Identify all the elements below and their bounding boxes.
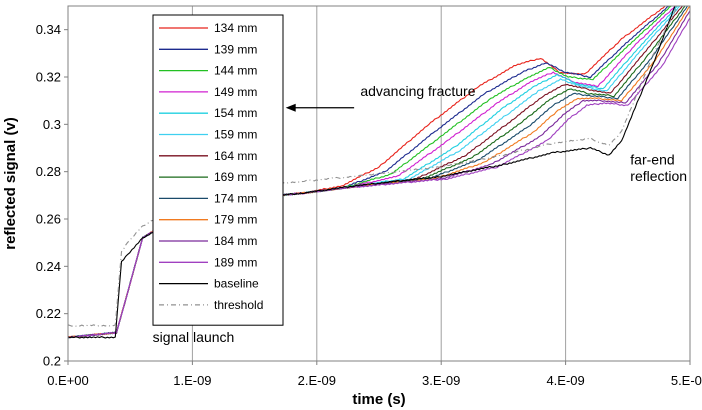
legend-label: 164 mm (214, 149, 257, 163)
y-tick-label: 0.24 (36, 259, 61, 274)
legend-label: 179 mm (214, 213, 257, 227)
plot-area-frame (67, 5, 691, 362)
annotation-label: advancing fracture (360, 83, 475, 99)
y-axis-title: reflected signal (v) (2, 117, 19, 250)
legend-label: 174 mm (214, 191, 257, 205)
y-axis-ticks: 0.2 0.22 0.24 0.26 0.28 0.3 0.32 0.34 (36, 22, 68, 369)
x-tick-label: 4.E-09 (546, 373, 584, 388)
fracture-direction-arrow (285, 103, 355, 112)
annotation-label: signal launch (153, 329, 235, 345)
legend-label: baseline (214, 277, 259, 291)
y-tick-label: 0.34 (36, 22, 61, 37)
legend-label: 159 mm (214, 128, 257, 142)
legend: 134 mm 139 mm 144 mm 149 mm 154 mm 159 mm 164 … (152, 14, 284, 326)
y-tick-label: 0.26 (36, 212, 61, 227)
y-tick-label: 0.28 (36, 164, 61, 179)
y-tick-label: 0.3 (43, 117, 61, 132)
legend-label: 134 mm (214, 21, 257, 35)
x-axis-ticks: 0.E+00 1.E-09 2.E-09 3.E-09 4.E-09 5.E-09 (47, 361, 702, 388)
y-tick-label: 0.22 (36, 306, 61, 321)
legend-label: threshold (214, 298, 263, 312)
legend-label: 139 mm (214, 42, 257, 56)
legend-label: 184 mm (214, 234, 257, 248)
arrow-head (285, 103, 296, 112)
x-tick-label: 2.E-09 (298, 373, 336, 388)
annotation-label: reflection (630, 168, 687, 184)
legend-box (152, 14, 284, 326)
x-tick-label: 3.E-09 (422, 373, 460, 388)
x-tick-label: 5.E-09 (671, 373, 702, 388)
x-tick-label: 0.E+00 (47, 373, 89, 388)
legend-label: 144 mm (214, 64, 257, 78)
annotation-label: far-end (630, 152, 674, 168)
legend-label: 154 mm (214, 106, 257, 120)
x-axis-title: time (s) (352, 391, 405, 408)
series-line (67, 5, 679, 327)
y-tick-label: 0.32 (36, 70, 61, 85)
y-tick-label: 0.2 (43, 354, 61, 369)
legend-label: 149 mm (214, 85, 257, 99)
legend-label: 169 mm (214, 170, 257, 184)
x-tick-label: 1.E-09 (173, 373, 211, 388)
legend-label: 189 mm (214, 255, 257, 269)
